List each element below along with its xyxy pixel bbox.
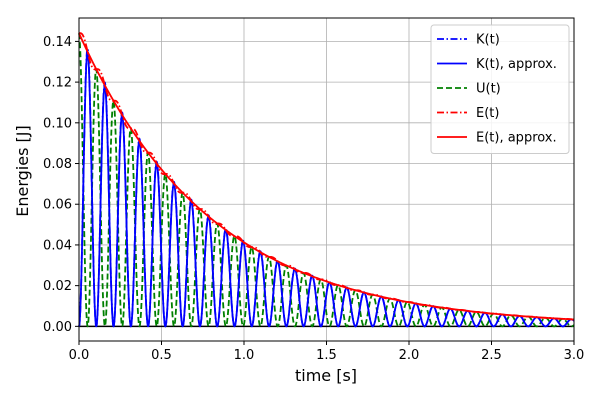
legend-box	[430, 24, 570, 154]
y-tick-label: 0.14	[43, 35, 72, 50]
x-tick-label: 1.0	[234, 348, 255, 363]
series-line-k-t-approx	[78, 50, 575, 328]
x-tick-label: 2.5	[481, 348, 502, 363]
y-tick-label: 0.08	[43, 157, 72, 172]
legend-label: U(t)	[476, 82, 501, 97]
series-line-e-t-approx	[78, 32, 575, 321]
legend-label: K(t)	[476, 33, 500, 48]
y-tick-label: 0.02	[43, 279, 72, 294]
series-layer	[78, 32, 575, 328]
ticks: 0.0 0.5 1.0 1.5 2.0 2.5 3.0 0.00 0.02 0.04 0.06 0.0…	[43, 35, 584, 363]
legend-label: E(t), approx.	[476, 131, 557, 146]
legend-label: K(t), approx.	[476, 57, 557, 72]
y-tick-label: 0.06	[43, 198, 72, 213]
y-tick-label: 0.00	[43, 320, 72, 335]
legend: K(t) K(t), approx. U(t) E(t) E(t), approx.	[430, 24, 570, 154]
x-tick-label: 0.0	[69, 348, 90, 363]
x-tick-label: 0.5	[151, 348, 172, 363]
x-tick-label: 1.5	[316, 348, 337, 363]
y-tick-label: 0.04	[43, 238, 72, 253]
x-tick-label: 2.0	[399, 348, 420, 363]
y-tick-label: 0.10	[43, 116, 72, 131]
legend-label: E(t)	[476, 106, 499, 121]
y-axis-title: Energies [J]	[13, 125, 32, 216]
x-tick-label: 3.0	[564, 348, 585, 363]
x-axis-title: time [s]	[295, 366, 357, 385]
y-tick-label: 0.12	[43, 76, 72, 91]
series-line-u-t	[78, 33, 575, 328]
